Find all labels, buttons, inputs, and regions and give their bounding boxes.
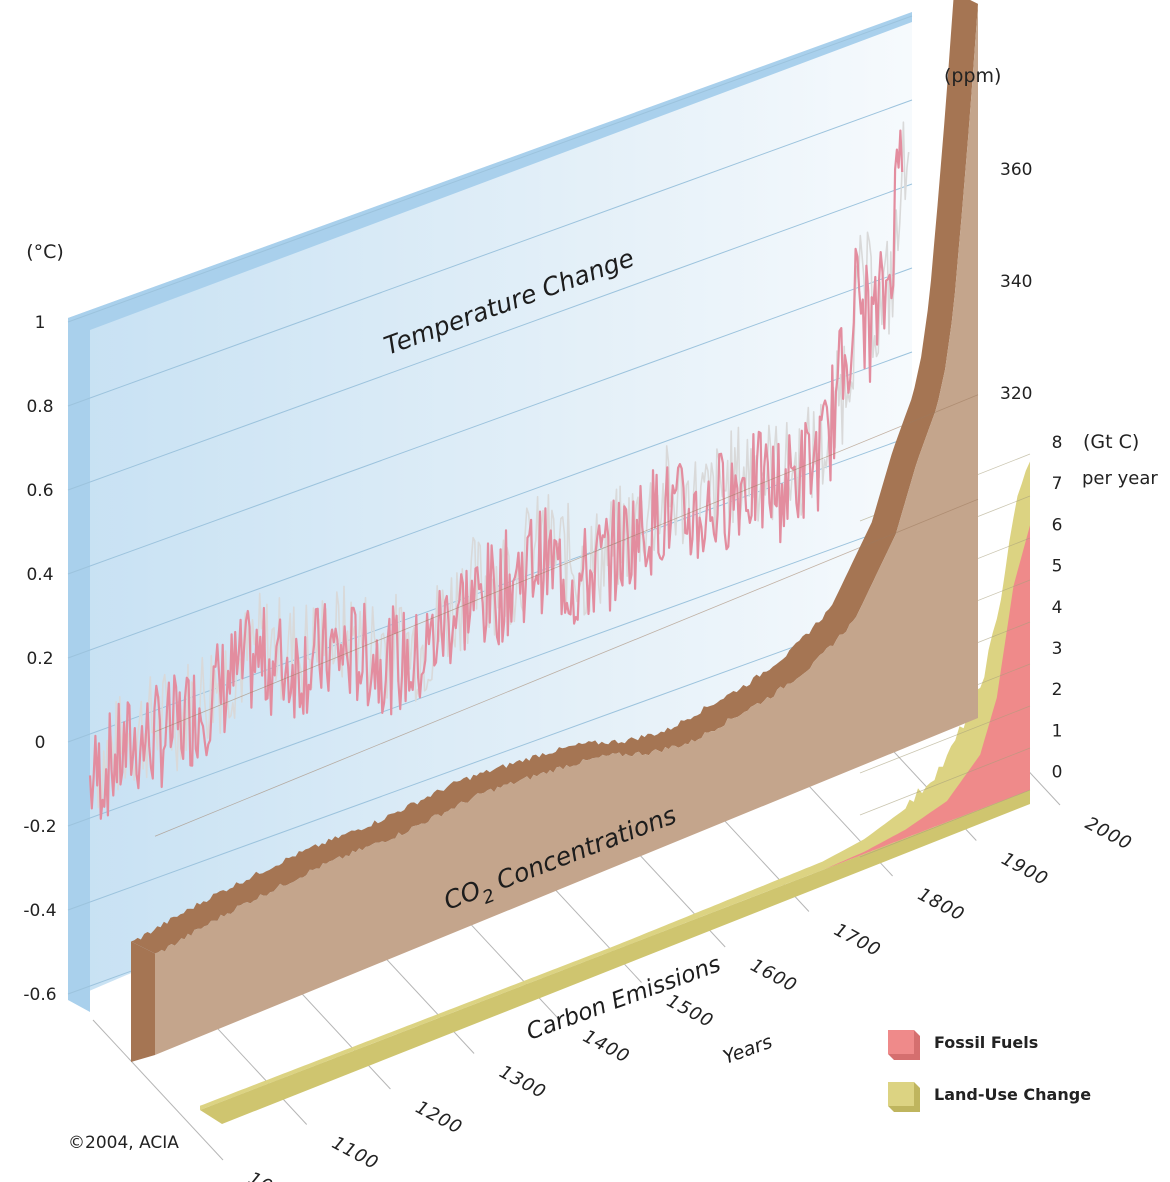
year-tick-label: 1400 xyxy=(579,1026,633,1068)
emissions-tick-label: 5 xyxy=(1052,557,1063,577)
emissions-tick-label: 8 xyxy=(1052,433,1063,453)
temperature-tick-label: -0.2 xyxy=(23,817,56,837)
co2-top-surface xyxy=(131,0,978,954)
emissions-gridline xyxy=(859,747,1031,816)
temperature-tick-label: 1 xyxy=(35,313,46,333)
year-tick-label: 1000 xyxy=(245,1168,299,1182)
temperature-tick-label: 0.6 xyxy=(26,481,53,501)
co2-tick-label: 340 xyxy=(1000,272,1032,292)
temperature-gridline xyxy=(67,99,913,407)
co2-tick-label: 360 xyxy=(1000,160,1032,180)
temperature-tick-label: 0.2 xyxy=(26,649,53,669)
emissions-tick-label: 6 xyxy=(1052,515,1063,535)
emissions-title: Carbon Emissions xyxy=(523,951,724,1045)
year-tick-label: 2000 xyxy=(1082,813,1136,855)
copyright-text: ©2004, ACIA xyxy=(68,1133,179,1153)
year-tick-label: 1100 xyxy=(328,1132,382,1174)
temperature-gridline xyxy=(67,519,913,827)
emissions-tick-label: 3 xyxy=(1052,639,1063,659)
year-tick-label: 1600 xyxy=(747,955,801,997)
emissions-tick-label: 0 xyxy=(1052,763,1063,783)
temperature-gridline xyxy=(67,183,913,491)
legend-label: Land-Use Change xyxy=(934,1085,1091,1104)
temperature-tick-label: 0.8 xyxy=(26,397,53,417)
year-tick-label: 1500 xyxy=(663,990,717,1032)
co2-left-cap xyxy=(131,941,155,1062)
year-tick-label: 1800 xyxy=(914,884,968,926)
year-tick-label: 1300 xyxy=(496,1061,550,1103)
x-axis-label: Years xyxy=(720,1031,775,1069)
legend-swatch-face-1 xyxy=(888,1082,914,1106)
temperature-gridline xyxy=(67,15,913,323)
emissions-tick-label: 4 xyxy=(1052,598,1063,618)
co2-tick-label: 320 xyxy=(1000,384,1032,404)
legend-swatch-face-0 xyxy=(888,1030,914,1054)
temperature-gridline xyxy=(67,267,913,575)
emissions-unit-label: (Gt C) xyxy=(1083,431,1139,453)
emissions-tick-label: 1 xyxy=(1052,721,1063,741)
emissions-tick-label: 2 xyxy=(1052,680,1063,700)
temperature-unit-label: (°C) xyxy=(26,241,64,263)
temperature-tick-label: -0.4 xyxy=(23,901,56,921)
temperature-tick-label: 0 xyxy=(35,733,46,753)
temperature-series-line xyxy=(88,129,904,820)
temperature-gridline xyxy=(67,603,913,911)
co2-series-area xyxy=(155,3,978,1055)
temperature-tick-label: -0.6 xyxy=(23,985,56,1005)
emissions-tick-label: 7 xyxy=(1052,474,1063,494)
legend-label: Fossil Fuels xyxy=(934,1033,1038,1052)
land-use-series-edge xyxy=(200,790,1030,1124)
emissions-gridline xyxy=(859,789,1031,858)
emissions-gridline xyxy=(859,705,1031,774)
co2-gridline xyxy=(154,498,979,837)
co2-gridline xyxy=(154,394,979,733)
year-gridline xyxy=(92,1019,224,1161)
temperature-tick-label: 0.4 xyxy=(26,565,53,585)
temperature-gridline xyxy=(67,351,913,659)
emissions-unit-sub-label: per year xyxy=(1082,468,1158,489)
co2-unit-label: (ppm) xyxy=(944,65,1001,87)
year-tick-label: 1700 xyxy=(831,919,885,961)
year-tick-label: 1900 xyxy=(998,848,1052,890)
year-tick-label: 1200 xyxy=(412,1097,466,1139)
